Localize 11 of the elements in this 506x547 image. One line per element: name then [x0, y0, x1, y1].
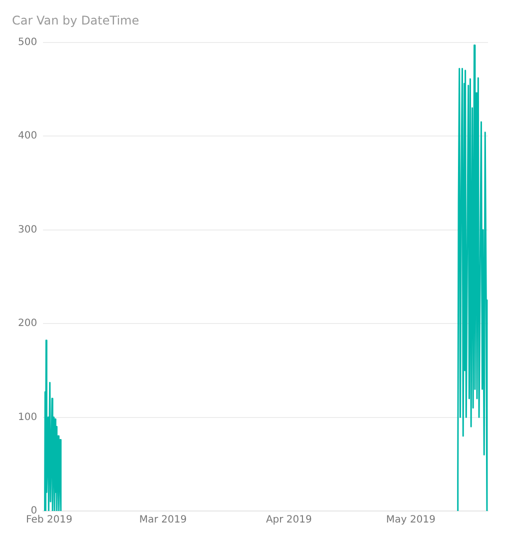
x-tick-label: Apr 2019: [266, 514, 312, 526]
x-tick-label: Mar 2019: [139, 514, 187, 526]
y-tick-label: 400: [18, 130, 38, 142]
x-tick-label: Feb 2019: [26, 514, 72, 526]
x-tick-label: May 2019: [386, 514, 436, 526]
y-tick-label: 100: [18, 412, 38, 423]
y-tick-label: 0: [30, 506, 38, 517]
y-tick-label: 500: [18, 36, 38, 48]
chart-title: Car Van by DateTime: [12, 13, 140, 28]
y-tick-label: 300: [18, 224, 38, 236]
y-tick-label: 200: [18, 318, 38, 330]
